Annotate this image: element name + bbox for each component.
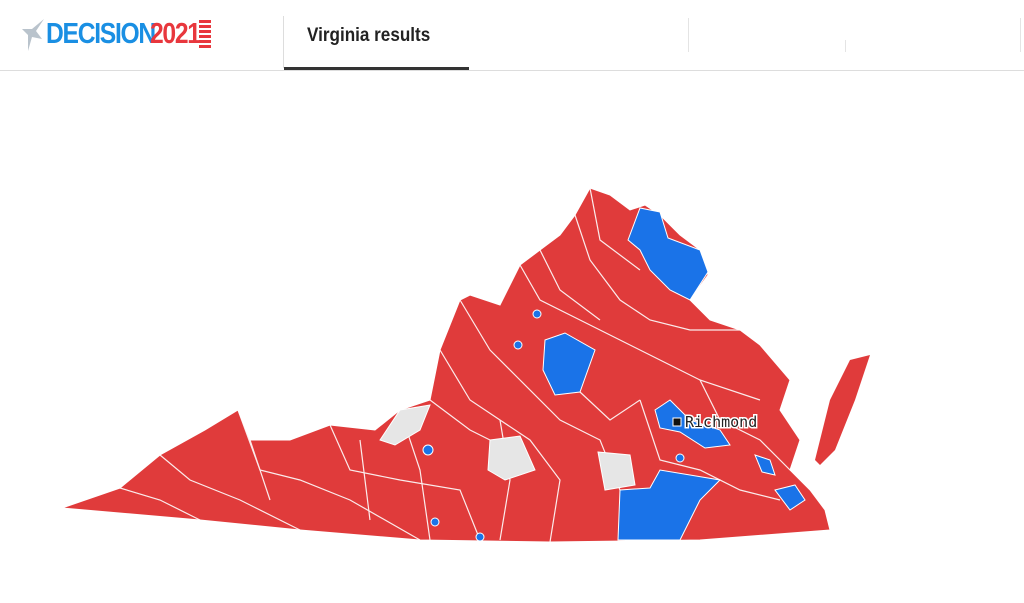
independent-city[interactable] [475,532,485,542]
independent-city[interactable] [422,444,434,456]
city-marker-icon [672,417,682,427]
independent-city[interactable] [513,340,523,350]
city-label: Richmond [685,413,757,431]
independent-city[interactable] [430,517,440,527]
active-tab-indicator [284,67,469,70]
divider [845,40,846,52]
state-shape [61,187,870,543]
richmond-area[interactable] [654,399,731,449]
divider [688,18,689,52]
independent-city[interactable] [675,453,685,463]
no-data-counties [379,404,636,491]
logo-word: DECISION [46,17,156,50]
virginia-county-map: Richmond [61,187,870,543]
divider [1020,18,1021,52]
albemarle-charlottesville[interactable] [542,332,596,396]
no-data-county[interactable] [597,451,636,491]
hampton-roads[interactable] [774,484,806,511]
logo-year: 2021 [150,17,201,50]
no-data-county[interactable] [379,404,431,446]
city-marker-richmond: Richmond [672,412,759,433]
star-icon [22,19,44,51]
tab-label: Virginia results [307,25,431,46]
independent-city[interactable] [532,309,542,319]
tab-virginia-results[interactable]: Virginia results [283,16,469,70]
northern-virginia[interactable] [627,207,709,301]
republican-counties[interactable] [61,187,831,543]
decision-2021-logo[interactable]: DECISION 2021 [22,14,211,54]
flag-stripes-icon [198,20,211,48]
democratic-counties [422,207,806,542]
eastern-shore[interactable] [815,355,870,465]
site-header: DECISION 2021 Virginia results [0,0,1024,71]
southside-counties[interactable] [617,469,722,541]
no-data-county[interactable] [487,435,536,481]
peninsula[interactable] [754,454,776,476]
